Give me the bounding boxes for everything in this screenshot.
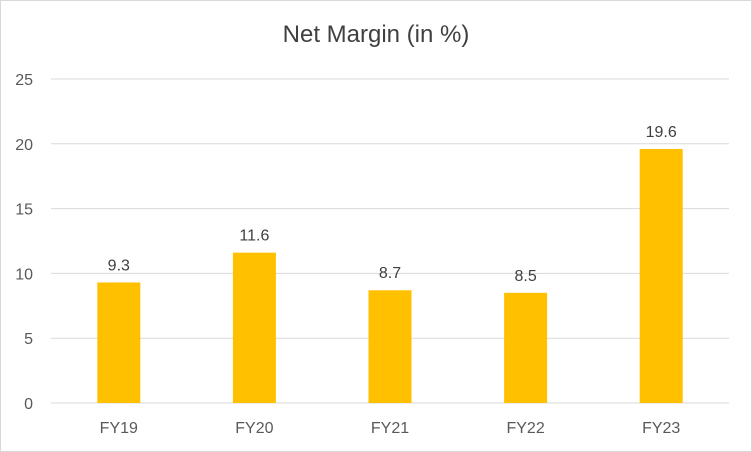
data-label: 8.5 <box>514 268 536 285</box>
y-tick-label: 5 <box>24 331 33 348</box>
bar <box>504 292 548 403</box>
y-tick-label: 0 <box>24 396 33 413</box>
y-tick-label: 10 <box>15 266 33 283</box>
data-label: 19.6 <box>646 124 677 141</box>
bar <box>639 148 683 403</box>
y-tick-label: 25 <box>15 72 33 89</box>
x-tick-label: FY21 <box>371 420 409 437</box>
bar <box>232 252 276 403</box>
y-tick-label: 15 <box>15 202 33 219</box>
y-tick-label: 20 <box>15 137 33 154</box>
x-tick-label: FY22 <box>506 420 544 437</box>
x-tick-label: FY20 <box>235 420 273 437</box>
data-label: 8.7 <box>379 265 401 282</box>
data-label: 9.3 <box>108 257 130 274</box>
x-tick-label: FY23 <box>642 420 680 437</box>
chart-title: Net Margin (in %) <box>282 21 470 48</box>
data-label: 11.6 <box>239 228 269 245</box>
bar <box>97 282 141 403</box>
x-tick-label: FY19 <box>100 420 138 437</box>
bar <box>368 290 412 403</box>
